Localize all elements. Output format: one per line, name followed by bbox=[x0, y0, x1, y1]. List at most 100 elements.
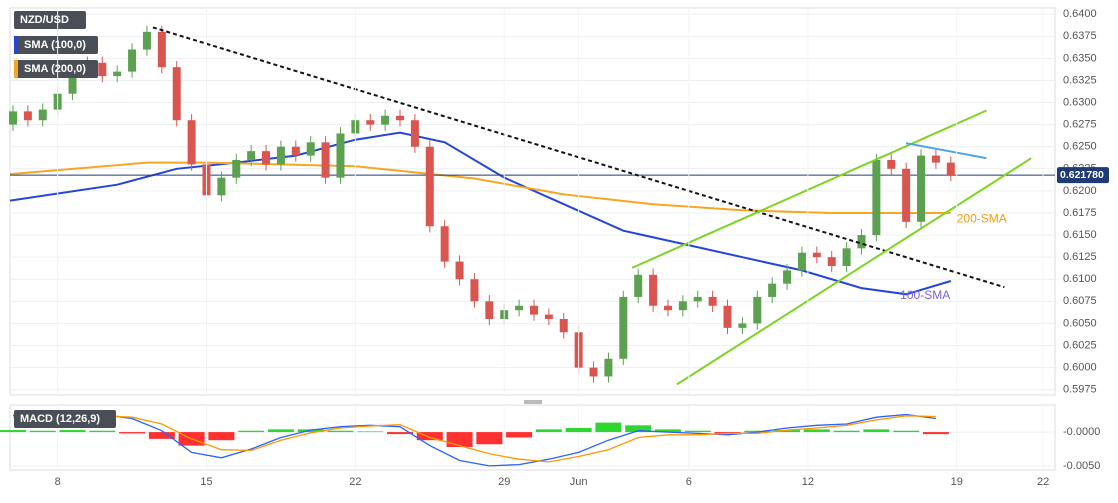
histogram-bar bbox=[535, 429, 562, 433]
candle-body bbox=[723, 305, 732, 328]
candle-body bbox=[619, 296, 628, 359]
histogram-bar bbox=[238, 430, 265, 433]
y-tick-label: 0.6075 bbox=[1063, 295, 1097, 307]
histogram-bar bbox=[208, 432, 235, 441]
candle-body bbox=[649, 274, 658, 306]
candle-body bbox=[366, 120, 375, 125]
y-tick-label: -0.0000 bbox=[1063, 426, 1100, 438]
candle-body bbox=[232, 159, 241, 178]
candle-body bbox=[857, 235, 866, 249]
y-tick-label: 0.6050 bbox=[1063, 317, 1097, 329]
annotation: 100-SMA bbox=[900, 288, 950, 302]
candle-body bbox=[396, 115, 405, 121]
histogram-bar bbox=[357, 431, 384, 433]
candle-body bbox=[827, 257, 836, 266]
candle-body bbox=[529, 305, 538, 315]
candle-body bbox=[797, 252, 806, 271]
x-tick-label: 12 bbox=[802, 476, 814, 488]
candle-body bbox=[425, 146, 434, 227]
candle-body bbox=[917, 155, 926, 222]
candle-body bbox=[604, 358, 613, 377]
histogram-bar bbox=[476, 432, 503, 445]
histogram-bar bbox=[119, 432, 146, 434]
candle-body bbox=[693, 296, 702, 302]
candle-body bbox=[291, 146, 300, 156]
x-tick-label: 19 bbox=[951, 476, 963, 488]
histogram-bar bbox=[774, 430, 801, 433]
histogram-bar bbox=[148, 432, 175, 439]
candle-body bbox=[738, 323, 747, 328]
y-tick-label: 0.6250 bbox=[1063, 141, 1097, 153]
y-tick-label: 0.6175 bbox=[1063, 207, 1097, 219]
candle-body bbox=[38, 109, 47, 121]
x-tick-label: 22 bbox=[349, 476, 361, 488]
y-tick-label: 0.6275 bbox=[1063, 119, 1097, 131]
histogram-bar bbox=[863, 429, 890, 433]
x-tick-label: Jun bbox=[570, 476, 588, 488]
candle-body bbox=[262, 151, 271, 165]
trend-line bbox=[631, 109, 987, 269]
legend-swatch bbox=[14, 36, 18, 54]
histogram-bar bbox=[387, 432, 414, 435]
candle-body bbox=[187, 120, 196, 165]
y-tick-label: 0.6125 bbox=[1063, 251, 1097, 263]
candle-body bbox=[768, 283, 777, 297]
y-tick-label: 0.6025 bbox=[1063, 339, 1097, 351]
candle-body bbox=[381, 115, 390, 125]
candle-body bbox=[470, 279, 479, 302]
y-tick-label: 0.5975 bbox=[1063, 384, 1097, 396]
y-tick-label: 0.6300 bbox=[1063, 96, 1097, 108]
x-tick-label: 6 bbox=[686, 476, 692, 488]
histogram-bar bbox=[803, 429, 830, 433]
trend-line bbox=[676, 157, 1032, 386]
panel-divider-handle[interactable] bbox=[524, 400, 542, 404]
candle-body bbox=[157, 31, 166, 68]
histogram-bar bbox=[625, 425, 652, 433]
legend-symbol: NZD/USD bbox=[20, 14, 69, 26]
candle-body bbox=[276, 146, 285, 165]
macd-line bbox=[12, 413, 936, 467]
x-tick-label: 8 bbox=[55, 476, 61, 488]
x-tick-label: 15 bbox=[200, 476, 212, 488]
candle-body bbox=[485, 301, 494, 320]
y-tick-label: 0.6100 bbox=[1063, 273, 1097, 285]
legend-symbol-box bbox=[14, 11, 86, 29]
candle-body bbox=[753, 296, 762, 324]
histogram-bar bbox=[684, 430, 711, 433]
price-tag bbox=[1057, 167, 1109, 184]
candle-body bbox=[887, 159, 896, 169]
candle-body bbox=[113, 71, 122, 77]
annotation: 200-SMA bbox=[957, 211, 1007, 225]
trend-line bbox=[905, 142, 987, 160]
candle-body bbox=[217, 177, 226, 196]
candle-body bbox=[559, 319, 568, 333]
y-tick-label: 0.6000 bbox=[1063, 362, 1097, 374]
candle-body bbox=[306, 142, 315, 156]
histogram-bar bbox=[267, 429, 294, 433]
legend-label: SMA (100,0) bbox=[24, 39, 86, 51]
y-tick-label: 0.6150 bbox=[1063, 229, 1097, 241]
histogram-bar bbox=[654, 429, 681, 433]
y-tick-label: -0.0050 bbox=[1063, 460, 1100, 472]
x-tick-label: 22 bbox=[1037, 476, 1049, 488]
candle-body bbox=[589, 367, 598, 377]
macd-line bbox=[12, 415, 936, 463]
legend-box bbox=[14, 36, 98, 54]
candle-body bbox=[23, 111, 32, 121]
histogram-bar bbox=[833, 430, 860, 433]
candle-body bbox=[946, 162, 955, 175]
legend-box bbox=[14, 60, 98, 78]
candle-body bbox=[68, 71, 77, 94]
candle-body bbox=[783, 270, 792, 284]
candle-body bbox=[336, 133, 345, 178]
candle-body bbox=[708, 296, 717, 306]
histogram-bar bbox=[416, 432, 443, 441]
y-tick-label: 0.6375 bbox=[1063, 30, 1097, 42]
histogram-bar bbox=[565, 428, 592, 433]
histogram-bar bbox=[29, 430, 56, 433]
histogram-bar bbox=[893, 430, 920, 433]
histogram-bar bbox=[327, 430, 354, 433]
y-tick-label: 0.6350 bbox=[1063, 52, 1097, 64]
candle-body bbox=[678, 301, 687, 311]
candle-body bbox=[931, 155, 940, 163]
